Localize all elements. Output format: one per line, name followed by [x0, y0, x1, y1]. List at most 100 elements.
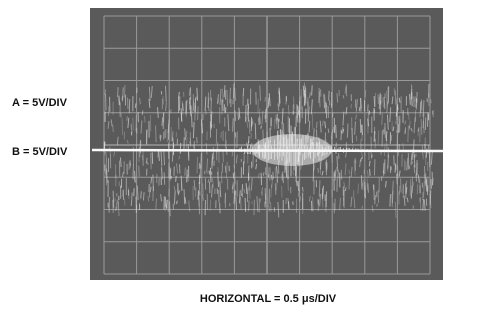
noise-stroke: [185, 168, 186, 176]
noise-stroke: [176, 176, 177, 182]
channel-a-label: A = 5V/DIV: [12, 97, 68, 109]
noise-stroke: [113, 125, 114, 132]
noise-stroke: [225, 193, 226, 203]
noise-stroke: [270, 202, 271, 212]
noise-stroke: [198, 106, 199, 120]
noise-stroke: [170, 201, 171, 216]
noise-stroke: [319, 180, 320, 196]
noise-stroke: [336, 125, 337, 138]
page: A = 5V/DIV B = 5V/DIV HORIZONTAL = 0.5 μ…: [0, 0, 481, 312]
noise-stroke: [362, 175, 363, 189]
noise-stroke: [218, 172, 219, 187]
noise-stroke: [177, 201, 178, 204]
noise-stroke: [397, 173, 398, 176]
noise-stroke: [265, 109, 266, 118]
noise-stroke: [163, 96, 164, 104]
noise-stroke: [318, 168, 319, 173]
noise-stroke: [397, 105, 398, 120]
noise-stroke: [386, 131, 387, 141]
noise-stroke: [238, 113, 239, 120]
noise-stroke: [170, 168, 171, 178]
noise-stroke: [140, 98, 141, 104]
noise-stroke: [411, 89, 412, 99]
noise-stroke: [411, 128, 412, 131]
noise-stroke: [377, 204, 378, 207]
noise-stroke: [375, 139, 376, 149]
noise-stroke: [198, 190, 199, 199]
noise-stroke: [288, 105, 289, 115]
noise-stroke: [275, 183, 276, 195]
noise-stroke: [197, 137, 198, 143]
noise-stroke: [156, 125, 157, 142]
noise-stroke: [416, 98, 417, 107]
noise-stroke: [268, 167, 269, 178]
noise-stroke: [364, 180, 365, 191]
noise-stroke: [233, 118, 234, 131]
noise-stroke: [136, 115, 137, 132]
noise-stroke: [124, 85, 125, 98]
noise-stroke: [431, 99, 432, 103]
noise-stroke: [312, 85, 313, 95]
noise-stroke: [313, 197, 314, 212]
noise-stroke: [409, 113, 410, 119]
noise-stroke: [116, 206, 117, 211]
noise-stroke: [375, 93, 376, 107]
noise-stroke: [396, 163, 397, 170]
noise-stroke: [255, 123, 256, 139]
noise-stroke: [193, 122, 194, 138]
noise-stroke: [252, 122, 253, 126]
noise-stroke: [197, 157, 198, 173]
noise-stroke: [213, 147, 214, 159]
noise-stroke: [141, 191, 142, 198]
noise-stroke: [164, 151, 165, 165]
noise-stroke: [273, 172, 274, 179]
noise-stroke: [337, 93, 338, 102]
noise-stroke: [164, 172, 165, 184]
noise-stroke: [354, 198, 355, 208]
noise-stroke: [210, 168, 211, 183]
noise-stroke: [272, 180, 273, 188]
noise-stroke: [409, 166, 410, 169]
noise-stroke: [308, 97, 309, 105]
noise-stroke: [105, 94, 106, 111]
noise-stroke: [166, 200, 167, 209]
noise-stroke: [211, 98, 212, 113]
noise-stroke: [113, 191, 114, 208]
noise-stroke: [130, 160, 131, 166]
noise-stroke: [184, 189, 185, 204]
noise-stroke: [349, 176, 350, 190]
noise-stroke: [369, 111, 370, 115]
noise-stroke: [222, 100, 223, 111]
noise-stroke: [422, 192, 423, 200]
noise-stroke: [382, 113, 383, 125]
noise-stroke: [412, 161, 413, 164]
noise-stroke: [183, 103, 184, 111]
noise-stroke: [151, 177, 152, 183]
noise-stroke: [395, 202, 396, 218]
noise-stroke: [349, 170, 350, 174]
noise-stroke: [429, 152, 430, 167]
noise-stroke: [235, 111, 236, 121]
noise-stroke: [343, 95, 344, 98]
noise-stroke: [334, 203, 335, 213]
noise-stroke: [424, 121, 425, 133]
noise-stroke: [191, 114, 192, 127]
noise-stroke: [187, 169, 188, 182]
noise-stroke: [202, 123, 203, 133]
oscilloscope-figure: A = 5V/DIV B = 5V/DIV HORIZONTAL = 0.5 μ…: [0, 0, 481, 312]
noise-stroke: [410, 179, 411, 196]
noise-stroke: [374, 159, 375, 175]
noise-stroke: [120, 157, 121, 166]
noise-stroke: [133, 118, 134, 130]
noise-stroke: [355, 160, 356, 163]
noise-stroke: [344, 182, 345, 187]
noise-stroke: [235, 172, 236, 185]
noise-stroke: [415, 96, 416, 101]
noise-stroke: [118, 87, 119, 97]
trace-b-line: [92, 150, 443, 151]
noise-stroke: [418, 129, 419, 132]
noise-stroke: [233, 83, 234, 98]
noise-stroke: [361, 157, 362, 161]
noise-stroke: [118, 98, 119, 106]
noise-stroke: [314, 164, 315, 168]
